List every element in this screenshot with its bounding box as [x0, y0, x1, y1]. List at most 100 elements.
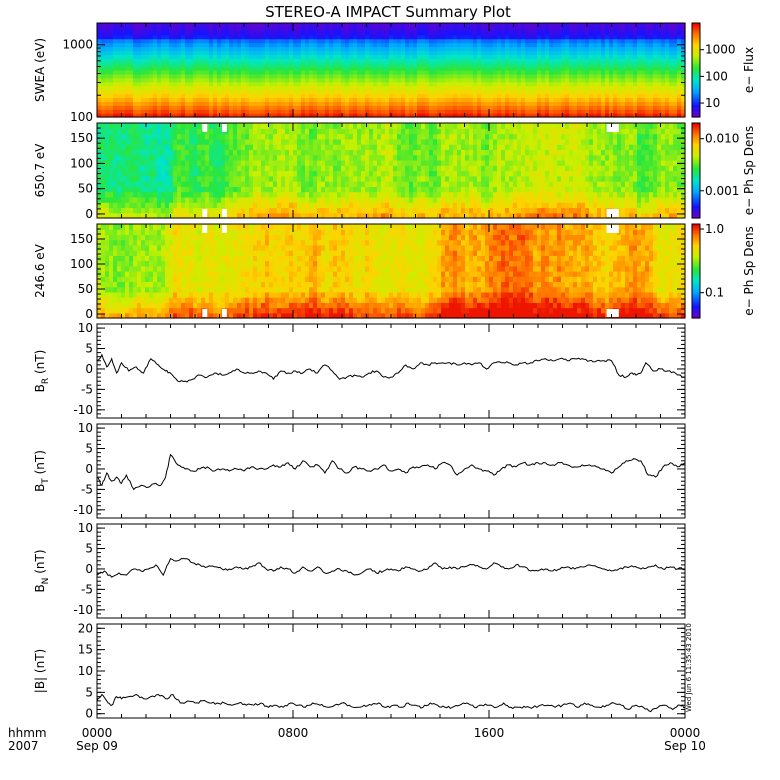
heatmap-cell	[461, 23, 466, 28]
heatmap-cell	[341, 85, 346, 91]
heatmap-cell	[433, 85, 438, 91]
heatmap-cell	[97, 62, 102, 67]
heatmap-cell	[581, 30, 586, 36]
heatmap-cell	[453, 58, 458, 63]
heatmap-cell	[545, 30, 550, 36]
heatmap-cell	[189, 144, 194, 150]
heatmap-cell	[197, 113, 202, 118]
heatmap-cell	[261, 38, 266, 44]
heatmap-cell	[517, 50, 522, 55]
heatmap-cell	[249, 186, 254, 193]
heatmap-cell	[157, 34, 162, 40]
heatmap-cell	[661, 62, 666, 67]
heatmap-cell	[425, 34, 430, 40]
heatmap-cell	[593, 46, 598, 52]
heatmap-cell	[501, 93, 506, 99]
heatmap-cell	[297, 212, 302, 219]
heatmap-cell	[341, 26, 346, 32]
heatmap-cell	[485, 85, 490, 91]
heatmap-cell	[673, 26, 678, 32]
heatmap-cell	[197, 133, 202, 140]
heatmap-cell	[169, 202, 174, 209]
heatmap-cell	[593, 62, 598, 67]
heatmap-cell	[313, 207, 318, 214]
heatmap-cell	[589, 85, 594, 91]
heatmap-cell	[241, 26, 246, 32]
heatmap-cell	[661, 77, 666, 83]
heatmap-cell	[613, 101, 618, 106]
heatmap-cell	[393, 23, 398, 28]
heatmap-cell	[137, 128, 142, 135]
heatmap-cell	[225, 30, 230, 36]
heatmap-cell	[437, 58, 442, 63]
heatmap-cell	[221, 73, 226, 79]
heatmap-cell	[633, 85, 638, 91]
heatmap-cell	[561, 58, 566, 63]
heatmap-cell	[577, 23, 582, 28]
heatmap-cell	[341, 38, 346, 44]
heatmap-cell	[561, 66, 566, 71]
heatmap-cell	[209, 54, 214, 59]
heatmap-cell	[145, 123, 150, 129]
heatmap-cell	[409, 109, 414, 114]
heatmap-cell	[345, 149, 350, 156]
heatmap-cell	[389, 50, 394, 55]
heatmap-cell	[365, 70, 370, 75]
colorbar-step	[692, 87, 700, 90]
heatmap-cell	[481, 26, 486, 32]
heatmap-cell	[105, 154, 110, 161]
heatmap-cell	[509, 101, 514, 106]
heatmap-cell	[333, 54, 338, 59]
heatmap-cell	[601, 93, 606, 99]
heatmap-cell	[653, 81, 658, 87]
heatmap-cell	[613, 30, 618, 36]
heatmap-cell	[145, 58, 150, 63]
heatmap-cell	[225, 109, 230, 114]
heatmap-cell	[393, 66, 398, 71]
heatmap-cell	[117, 77, 122, 83]
heatmap-cell	[557, 70, 562, 75]
heatmap-cell	[109, 170, 114, 177]
heatmap-cell	[189, 101, 194, 106]
heatmap-cell	[165, 133, 170, 140]
heatmap-cell	[149, 97, 154, 102]
heatmap-cell	[457, 30, 462, 36]
heatmap-cell	[113, 46, 118, 52]
heatmap-cell	[649, 77, 654, 83]
heatmap-cell	[257, 154, 262, 161]
heatmap-cell	[657, 30, 662, 36]
heatmap-cell	[237, 62, 242, 67]
heatmap-cell	[489, 23, 494, 28]
heatmap-cell	[329, 81, 334, 87]
heatmap-cell	[133, 212, 138, 219]
heatmap-cell	[321, 186, 326, 193]
heatmap-cell	[321, 133, 326, 140]
heatmap-cell	[161, 81, 166, 87]
heatmap-cell	[101, 159, 106, 166]
heatmap-cell	[377, 81, 382, 87]
heatmap-cell	[189, 73, 194, 79]
heatmap-cell	[153, 109, 158, 114]
heatmap-cell	[433, 50, 438, 55]
heatmap-cell	[301, 159, 306, 166]
heatmap-cell	[505, 26, 510, 32]
heatmap-cell	[101, 85, 106, 91]
heatmap-cell	[573, 23, 578, 28]
heatmap-cell	[613, 66, 618, 71]
heatmap-cell	[493, 97, 498, 102]
heatmap-cell	[269, 62, 274, 67]
heatmap-cell	[117, 212, 122, 219]
heatmap-cell	[617, 105, 622, 110]
heatmap-cell	[505, 105, 510, 110]
heatmap-cell	[281, 196, 286, 203]
heatmap-cell	[217, 186, 222, 193]
heatmap-cell	[329, 109, 334, 114]
heatmap-cell	[477, 23, 482, 28]
heatmap-cell	[325, 144, 330, 150]
heatmap-cell	[277, 123, 282, 129]
heatmap-cell	[429, 77, 434, 83]
heatmap-cell	[373, 109, 378, 114]
heatmap-cell	[421, 30, 426, 36]
heatmap-cell	[269, 26, 274, 32]
heatmap-cell	[165, 109, 170, 114]
